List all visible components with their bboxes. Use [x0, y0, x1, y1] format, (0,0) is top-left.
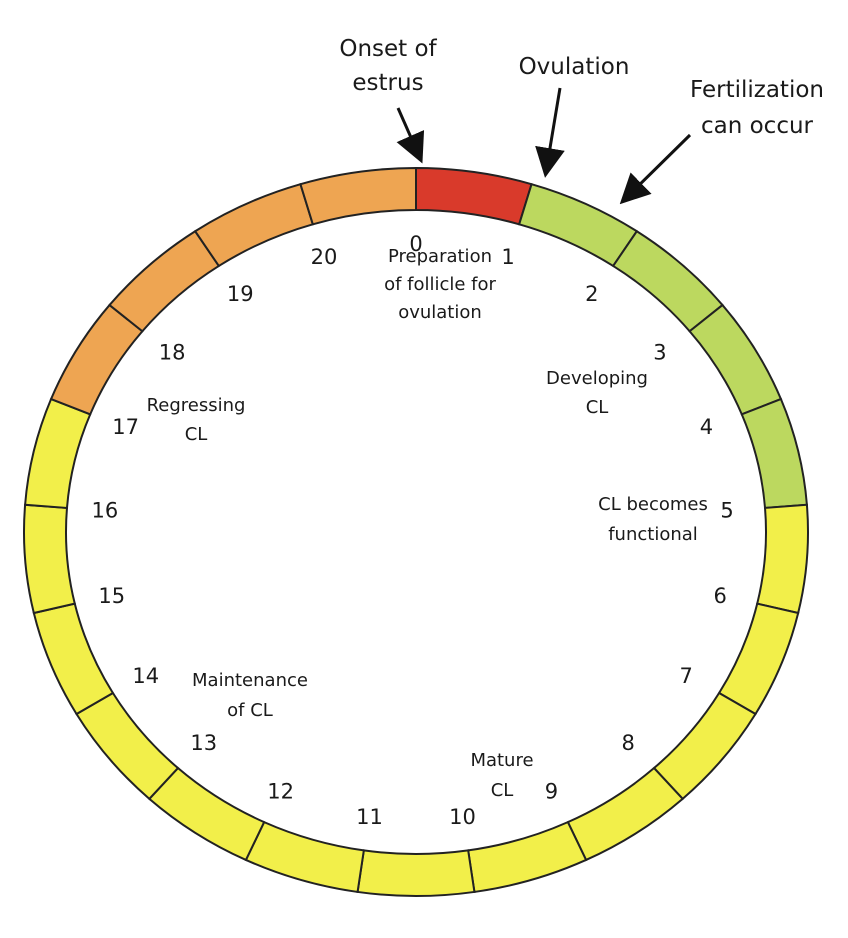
- ring-segment-day-19: [193, 182, 315, 268]
- functional-label-line1: CL becomes: [598, 494, 708, 515]
- regressing-label-line1: Regressing: [147, 395, 246, 416]
- day-label-20: 20: [311, 245, 338, 269]
- regressing-label-line2: CL: [185, 424, 208, 445]
- day-label-7: 7: [680, 664, 693, 688]
- ring-segment-day-20: [299, 166, 417, 226]
- ring-segment-day-2: [611, 229, 724, 333]
- day-label-2: 2: [585, 282, 598, 306]
- day-label-1: 1: [501, 245, 514, 269]
- ring-segment-day-4: [740, 397, 808, 510]
- ring-segment-day-5: [756, 503, 809, 615]
- day-label-10: 10: [449, 805, 476, 829]
- developing-label-line2: CL: [586, 397, 609, 418]
- onset-label-line1: Onset of: [339, 36, 437, 62]
- ring-segment-day-1: [517, 182, 639, 268]
- day-label-9: 9: [545, 780, 558, 804]
- maintenance-label-line1: Maintenance: [192, 670, 308, 691]
- onset-label-line2: estrus: [352, 70, 423, 96]
- prep-label-line2: of follicle for: [384, 274, 496, 295]
- day-label-8: 8: [622, 731, 635, 755]
- mature-label-line1: Mature: [470, 750, 533, 771]
- ring-segment-day-14: [32, 602, 115, 716]
- mature-label-line2: CL: [491, 780, 514, 801]
- fertilization-label-line2: can occur: [701, 113, 814, 139]
- cycle-ring: [23, 166, 809, 897]
- ring-segment-day-15: [23, 503, 76, 615]
- ring-segment-day-10: [356, 849, 476, 897]
- day-label-18: 18: [159, 340, 186, 364]
- ovulation-arrow: [535, 87, 565, 178]
- maintenance-label-line2: of CL: [227, 700, 273, 721]
- day-label-16: 16: [92, 499, 119, 523]
- day-label-11: 11: [356, 805, 383, 829]
- fertilization-label-line1: Fertilization: [690, 77, 824, 103]
- ring-segment-day-11: [244, 820, 365, 894]
- prep-label-line1: Preparation: [388, 246, 492, 267]
- day-label-17: 17: [112, 415, 139, 439]
- day-label-19: 19: [227, 282, 254, 306]
- ring-segment-day-16: [24, 397, 92, 510]
- day-label-12: 12: [267, 780, 294, 804]
- fertilization-arrow: [619, 133, 692, 205]
- ovulation-label: Ovulation: [519, 54, 630, 80]
- ring-segment-day-18: [108, 229, 221, 333]
- prep-label-line3: ovulation: [398, 302, 482, 323]
- day-label-14: 14: [132, 664, 159, 688]
- developing-label-line1: Developing: [546, 368, 648, 389]
- ring-segment-day-0: [415, 166, 533, 226]
- day-label-6: 6: [714, 584, 727, 608]
- day-label-4: 4: [700, 415, 713, 439]
- day-label-0: 0: [409, 232, 422, 256]
- ring-segment-day-7: [652, 691, 757, 801]
- ring-segment-day-12: [147, 766, 266, 862]
- day-label-5: 5: [720, 499, 733, 523]
- functional-label-line2: functional: [608, 524, 698, 545]
- onset-arrow: [396, 107, 425, 164]
- day-label-13: 13: [190, 731, 217, 755]
- day-label-3: 3: [653, 340, 666, 364]
- ring-segment-day-8: [566, 766, 685, 862]
- ring-segment-day-6: [717, 602, 800, 716]
- ring-segment-day-13: [75, 691, 180, 801]
- ring-segment-day-9: [467, 820, 588, 894]
- day-label-15: 15: [98, 584, 125, 608]
- ring-segment-day-3: [688, 303, 783, 416]
